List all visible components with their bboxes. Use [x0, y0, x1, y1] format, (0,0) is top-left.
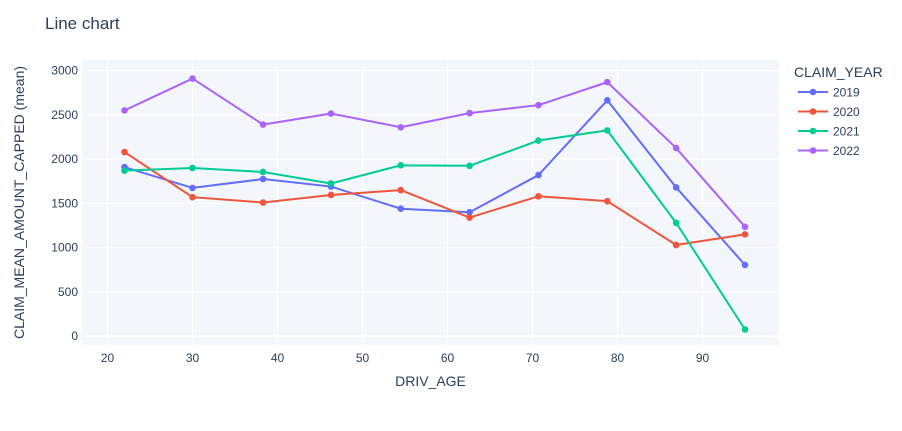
data-point[interactable]: [535, 193, 542, 200]
y-tick-label: 1500: [51, 196, 78, 210]
series-2020[interactable]: [121, 148, 749, 249]
series-2021[interactable]: [121, 127, 749, 333]
data-point[interactable]: [466, 162, 473, 170]
series-line: [124, 77, 746, 228]
data-point[interactable]: [259, 121, 267, 128]
data-point[interactable]: [741, 326, 749, 333]
data-point[interactable]: [327, 180, 335, 187]
x-tick-label: 90: [696, 351, 710, 365]
series-lines: [121, 75, 749, 333]
data-point[interactable]: [189, 193, 196, 201]
x-tick-label: 70: [526, 351, 540, 365]
y-axis-label: CLAIM_MEAN_AMOUNT_CAPPED (mean): [11, 66, 27, 339]
x-tick-label: 20: [101, 351, 115, 365]
data-point[interactable]: [327, 110, 335, 117]
data-point[interactable]: [604, 96, 611, 104]
y-tick-label: 500: [58, 285, 78, 299]
data-point[interactable]: [535, 171, 542, 179]
data-point[interactable]: [672, 144, 680, 152]
series-2022[interactable]: [121, 75, 749, 231]
x-tick-label: 30: [186, 351, 200, 365]
data-point[interactable]: [259, 175, 267, 183]
series-line: [123, 151, 746, 246]
series-line: [124, 129, 746, 331]
legend-item-2021[interactable]: 2021: [798, 125, 860, 139]
data-point[interactable]: [741, 261, 749, 269]
legend-title: CLAIM_YEAR: [794, 64, 883, 80]
legend[interactable]: CLAIM_YEAR 2019 2020 2021 2022: [794, 64, 883, 158]
data-point[interactable]: [604, 78, 611, 86]
legend-label: 2022: [833, 144, 860, 158]
data-point[interactable]: [466, 109, 473, 117]
data-point[interactable]: [741, 223, 749, 231]
data-point[interactable]: [672, 219, 680, 227]
data-point[interactable]: [672, 184, 680, 191]
data-point[interactable]: [121, 107, 128, 114]
y-tick-label: 3000: [51, 64, 78, 78]
x-tick-label: 60: [441, 351, 455, 365]
x-tick-label: 50: [356, 351, 370, 365]
data-point[interactable]: [741, 231, 749, 238]
legend-label: 2019: [833, 86, 860, 100]
data-point[interactable]: [466, 214, 473, 221]
legend-item-2022[interactable]: 2022: [798, 144, 860, 158]
legend-marker: [809, 147, 817, 154]
legend-marker: [809, 88, 817, 96]
data-point[interactable]: [466, 208, 473, 216]
data-point[interactable]: [259, 168, 267, 176]
data-point[interactable]: [397, 205, 405, 212]
y-tick-label: 2500: [51, 108, 78, 122]
tick-labels: 0 500 1000 1500 2000 2500 3000 20 30 40 50 60 70 80 90: [51, 64, 709, 365]
data-point[interactable]: [535, 137, 542, 144]
data-point[interactable]: [189, 164, 196, 172]
data-point[interactable]: [121, 148, 128, 156]
data-point[interactable]: [604, 127, 611, 134]
data-point[interactable]: [604, 197, 611, 205]
legend-label: 2021: [833, 125, 860, 139]
legend-item-2019[interactable]: 2019: [798, 86, 860, 100]
legend-item-2020[interactable]: 2020: [798, 105, 860, 119]
x-axis-label: DRIV_AGE: [395, 373, 466, 389]
data-point[interactable]: [189, 75, 196, 82]
legend-marker: [809, 108, 817, 115]
data-point[interactable]: [535, 101, 542, 109]
data-point[interactable]: [397, 162, 405, 169]
series-line: [124, 99, 746, 266]
data-point[interactable]: [259, 199, 267, 206]
y-tick-label: 1000: [51, 241, 78, 255]
x-tick-label: 40: [271, 351, 285, 365]
legend-label: 2020: [833, 105, 860, 119]
chart-title: Line chart: [45, 14, 120, 33]
y-tick-label: 2000: [51, 152, 78, 166]
data-point[interactable]: [121, 167, 128, 174]
data-point[interactable]: [397, 123, 405, 131]
x-tick-label: 80: [611, 351, 625, 365]
data-point[interactable]: [672, 241, 680, 249]
data-point[interactable]: [327, 191, 335, 199]
legend-marker: [809, 127, 817, 135]
data-point[interactable]: [189, 184, 196, 192]
y-tick-label: 0: [71, 329, 78, 343]
data-point[interactable]: [397, 186, 405, 194]
